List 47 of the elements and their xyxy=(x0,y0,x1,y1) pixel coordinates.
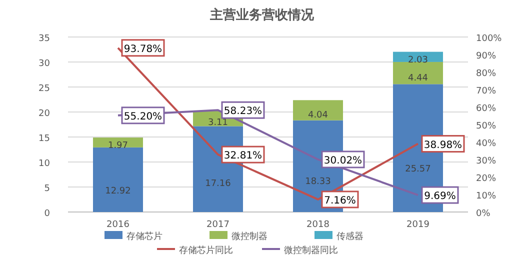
y-tick-label: 20 xyxy=(38,109,50,119)
data-label: 30.02% xyxy=(324,155,362,166)
y-tick-label: 25 xyxy=(38,84,50,94)
y2-tick-label: 30% xyxy=(476,156,496,166)
y2-tick-label: 60% xyxy=(476,104,496,114)
bar xyxy=(93,147,143,212)
x-tick-label: 2018 xyxy=(306,220,330,230)
data-label: 7.16% xyxy=(324,195,356,206)
y-tick-label: 10 xyxy=(38,159,50,169)
data-label: 25.57 xyxy=(405,164,431,174)
chart-title: 主营业务营收情况 xyxy=(209,7,315,23)
data-label: 3.11 xyxy=(208,118,228,128)
data-label: 17.16 xyxy=(205,178,232,189)
y2-tick-label: 90% xyxy=(476,52,496,62)
data-label: 55.20% xyxy=(124,111,162,122)
x-tick-label: 2016 xyxy=(106,220,130,230)
data-label: 18.33 xyxy=(305,176,331,187)
data-label: 38.98% xyxy=(424,140,462,151)
x-tick-label: 2017 xyxy=(206,220,230,230)
data-label: 4.44 xyxy=(408,73,428,84)
data-label: 9.69% xyxy=(424,191,456,202)
y-tick-label: 5 xyxy=(44,184,50,194)
data-label: 12.92 xyxy=(105,186,131,196)
y2-tick-label: 10% xyxy=(476,192,496,202)
legend-label: 传感器 xyxy=(336,231,364,242)
legend-label: 微控制器 xyxy=(232,231,268,242)
bar xyxy=(393,62,443,84)
y-tick-label: 30 xyxy=(38,59,50,69)
data-label: 58.23% xyxy=(224,106,262,118)
y2-tick-label: 50% xyxy=(476,122,496,132)
legend-label: 存储芯片 xyxy=(126,231,162,242)
bar xyxy=(293,100,343,120)
y-tick-label: 0 xyxy=(44,209,50,219)
y2-tick-label: 40% xyxy=(476,139,496,149)
data-label: 4.04 xyxy=(308,110,328,120)
data-label: 93.78% xyxy=(124,44,162,55)
y2-tick-label: 70% xyxy=(476,86,496,96)
y2-tick-label: 0% xyxy=(476,209,491,219)
legend-label: 微控制器同比 xyxy=(284,245,338,256)
x-tick-label: 2019 xyxy=(406,220,430,230)
y2-tick-label: 100% xyxy=(476,34,502,44)
y-tick-label: 15 xyxy=(38,134,50,144)
y-tick-label: 35 xyxy=(38,34,50,44)
legend-label: 存储芯片同比 xyxy=(179,245,233,256)
data-label: 32.81% xyxy=(224,150,262,162)
y2-tick-label: 20% xyxy=(476,174,496,184)
y2-tick-label: 80% xyxy=(476,69,496,79)
